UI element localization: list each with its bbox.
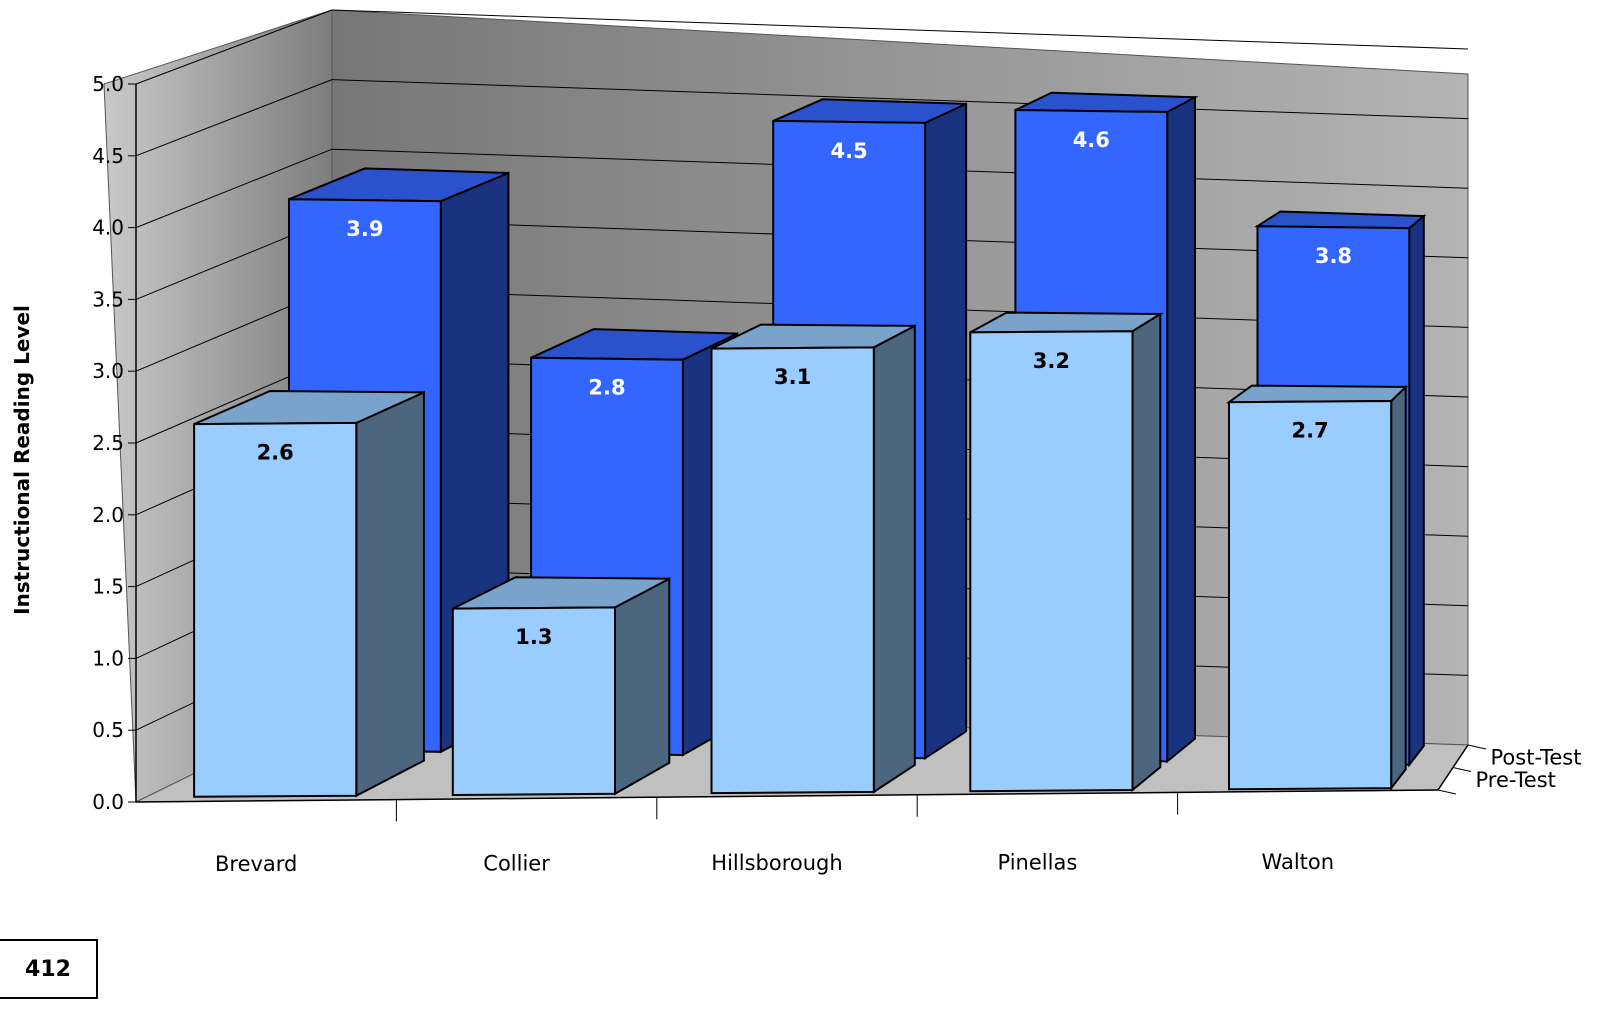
depth-tick-mark (1467, 744, 1487, 750)
bar-value-label: 1.3 (515, 625, 552, 649)
bar-side-face (1408, 213, 1425, 768)
bar-value-label: 4.6 (1073, 128, 1110, 152)
depth-tick-mark (1437, 789, 1457, 795)
bar-side-face (614, 577, 671, 796)
x-category-label: Pinellas (998, 851, 1078, 875)
y-tick-label: 0.0 (92, 790, 124, 814)
y-tick-label: 4.5 (92, 144, 124, 168)
bar-value-label: 2.6 (257, 440, 294, 464)
bar-top-face (1225, 384, 1409, 404)
gridline-side (135, 9, 333, 85)
y-tick-label: 5.0 (92, 72, 124, 96)
depth-tick-mark (1452, 767, 1472, 772)
bar-side-face (355, 390, 425, 798)
bar-side-face (1131, 312, 1162, 793)
bar-pre-test: 2.7 (1225, 384, 1409, 792)
bar-value-label: 3.8 (1315, 244, 1352, 268)
series-label: Post-Test (1491, 745, 1582, 769)
gridline-back (331, 79, 1469, 120)
y-axis-title: Instructional Reading Level (2, 260, 42, 660)
bar-value-label: 3.1 (774, 365, 811, 389)
bar-side-face (872, 324, 916, 794)
page-number-box: 412 (0, 939, 98, 999)
y-tick-label: 1.5 (92, 575, 124, 599)
bar-pre-test: 3.2 (969, 311, 1164, 793)
x-category-label: Brevard (215, 852, 297, 876)
gridline-back (331, 9, 1469, 50)
bar-pre-test: 3.1 (710, 323, 916, 795)
bar-front-face (710, 346, 875, 795)
y-tick-label: 0.5 (92, 718, 124, 742)
x-category-label: Walton (1262, 850, 1335, 874)
bar-value-label: 3.9 (346, 217, 383, 241)
series-label: Pre-Test (1476, 768, 1556, 792)
bar-front-face (451, 606, 616, 797)
y-tick-label: 2.5 (92, 431, 124, 455)
bar-value-label: 2.8 (588, 376, 625, 400)
y-tick-label: 3.5 (92, 287, 124, 311)
bar-front-face (1228, 399, 1393, 791)
y-tick-label: 1.0 (92, 646, 124, 670)
x-category-label: Collier (483, 851, 550, 875)
gridline-side (135, 79, 333, 157)
bar-value-label: 3.2 (1033, 349, 1070, 373)
bar-front-face (969, 330, 1134, 793)
y-axis-title-text: Instructional Reading Level (10, 305, 35, 615)
bar-side-face (1390, 384, 1407, 792)
page-number: 412 (25, 956, 71, 982)
x-category-label: Hillsborough (711, 851, 842, 875)
bar-side-face (924, 102, 968, 761)
bar-pre-test: 2.6 (193, 389, 425, 798)
bar-pre-test: 1.3 (451, 576, 671, 797)
x-axis-line (135, 789, 1439, 803)
gridline-side (135, 148, 333, 229)
bar-front-face (193, 421, 358, 798)
bar-side-face (1166, 95, 1196, 764)
y-tick-label: 4.0 (92, 216, 124, 240)
y-tick-label: 2.0 (92, 503, 124, 527)
bar-value-label: 2.7 (1292, 419, 1329, 443)
y-tick-label: 3.0 (92, 359, 124, 383)
bar-value-label: 4.5 (831, 139, 868, 163)
